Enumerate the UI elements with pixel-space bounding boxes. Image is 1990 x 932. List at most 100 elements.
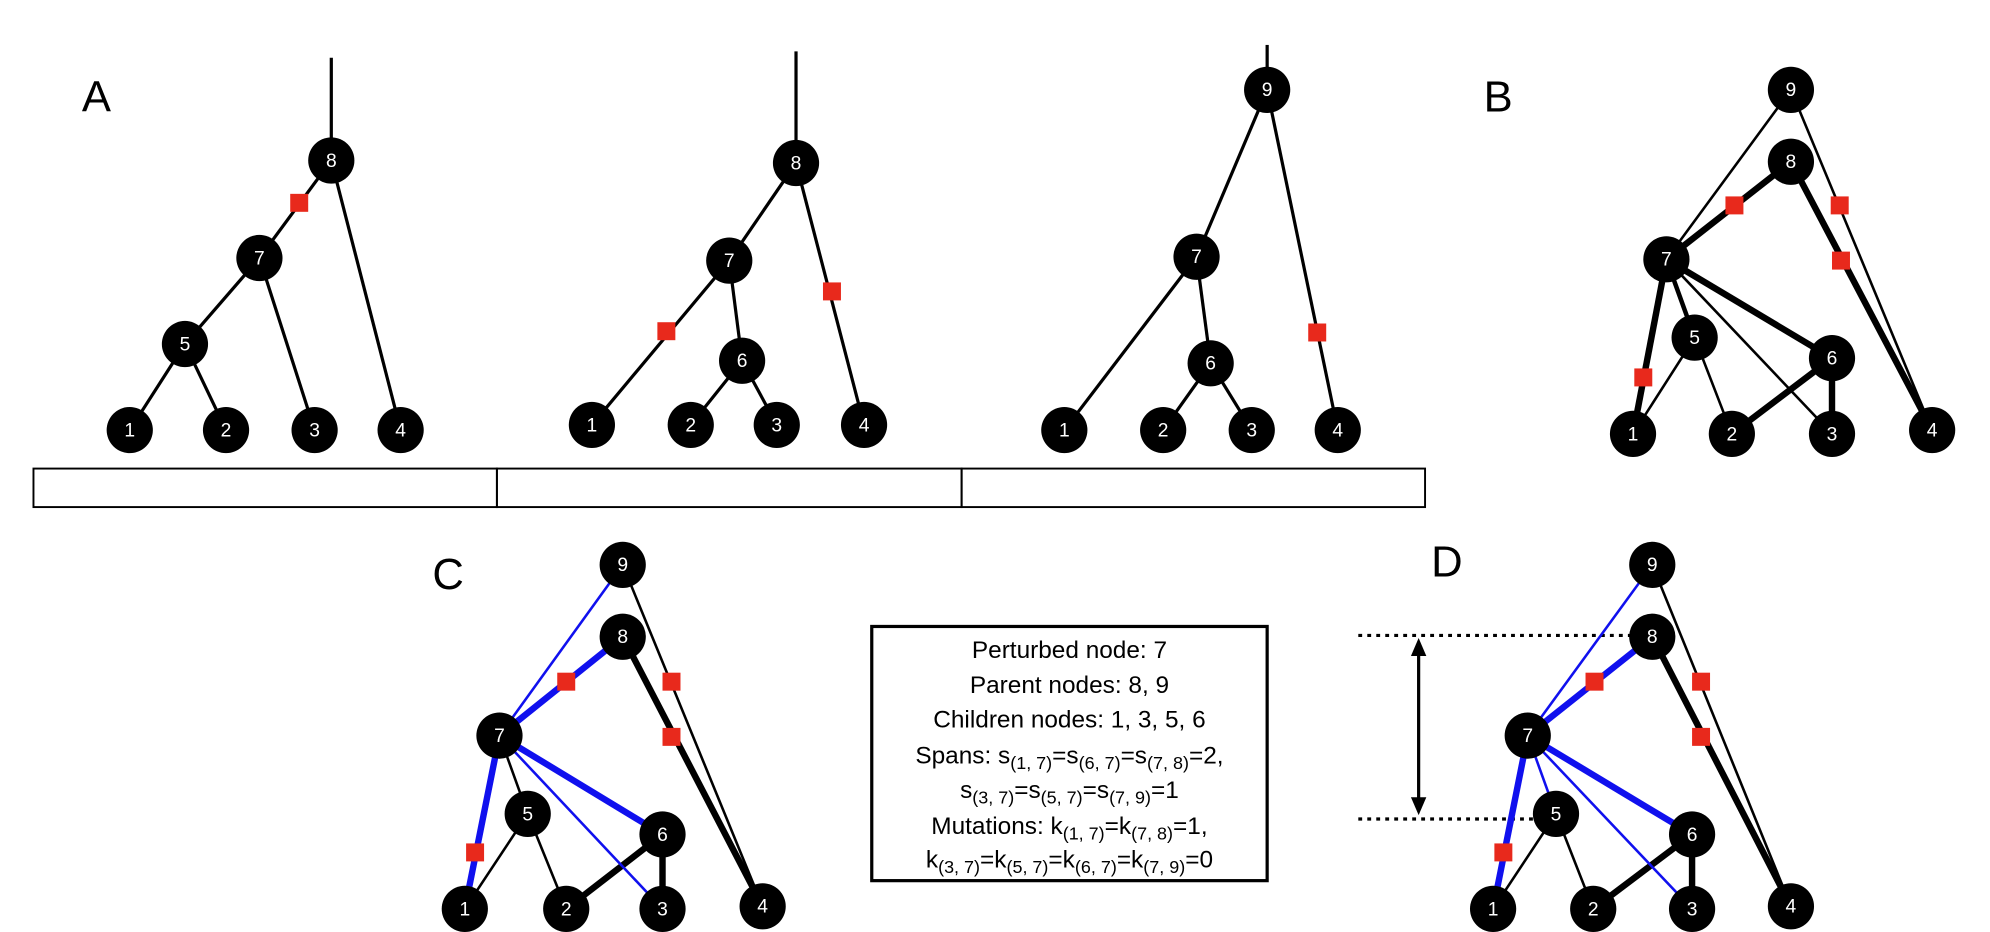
edge — [461, 734, 503, 910]
text-run: =k — [1048, 847, 1075, 874]
mutation-marker — [290, 193, 309, 212]
info-line: Parent nodes: 8, 9 — [970, 672, 1169, 699]
subscript: (5, 7) — [1041, 787, 1083, 807]
edge — [1629, 258, 1670, 435]
node-label: 1 — [1059, 420, 1070, 441]
mutation-marker — [1692, 727, 1711, 746]
info-line: k(3, 7)=k(5, 7)=k(6, 7)=k(7, 9)=0 — [926, 847, 1213, 877]
node — [639, 885, 686, 932]
node-label: 9 — [1786, 80, 1797, 101]
node-label: 2 — [1727, 424, 1738, 445]
node-label: 2 — [1588, 899, 1599, 920]
mutation-marker — [466, 843, 485, 862]
edge — [1788, 160, 1935, 432]
edge — [257, 257, 317, 431]
node — [718, 337, 766, 384]
subscript: (1, 7) — [1063, 823, 1105, 843]
mutation-marker — [1830, 196, 1849, 215]
node-label: 6 — [1827, 349, 1838, 370]
bar-box — [960, 467, 1427, 509]
node-label: 9 — [1647, 555, 1658, 576]
edge — [1649, 635, 1794, 908]
edge — [1526, 734, 1694, 910]
node — [1671, 314, 1718, 361]
edge — [590, 259, 731, 426]
subscript: (6, 7) — [1079, 753, 1121, 773]
edge — [1789, 89, 1934, 431]
node — [1504, 712, 1551, 759]
info-line: Mutations: k(1, 7)=k(7, 8)=1, — [931, 813, 1207, 843]
node-label: 6 — [657, 825, 668, 846]
panel-label: A — [82, 73, 112, 122]
tree: 1 2 3 4 5 7 8 — [106, 57, 424, 454]
node — [161, 320, 209, 368]
node-label: 1 — [1628, 424, 1639, 445]
subscript: (3, 7) — [972, 787, 1014, 807]
mutation-marker — [1634, 368, 1653, 387]
text-run: Children nodes: 1, 3, 5, 6 — [933, 707, 1205, 734]
node — [1808, 410, 1856, 458]
mutation-marker — [1585, 672, 1604, 691]
node-label: 3 — [1246, 420, 1257, 441]
text-run: =2, — [1189, 743, 1224, 770]
node-label: 7 — [1522, 726, 1533, 747]
bar-box — [495, 467, 963, 509]
text-run: =s — [1014, 778, 1040, 805]
mutation-marker — [662, 672, 681, 691]
text-run: Mutations: k — [931, 813, 1063, 840]
info-line: Spans: s(1, 7)=s(6, 7)=s(7, 8)=2, — [915, 743, 1223, 773]
node — [1609, 410, 1657, 458]
arrow-head — [1410, 797, 1427, 816]
edge — [1664, 256, 1834, 361]
tree: 1 2 3 4 6 7 8 — [568, 51, 888, 449]
panel-label: D — [1431, 537, 1463, 586]
node-label: 7 — [254, 248, 265, 269]
bar-box — [32, 467, 498, 509]
node-label: 7 — [1191, 247, 1202, 268]
node — [1767, 138, 1815, 185]
node — [1643, 236, 1690, 283]
node-label: 4 — [757, 897, 768, 918]
node — [291, 406, 338, 454]
node — [441, 885, 488, 932]
text-run: =k — [980, 847, 1007, 874]
node — [739, 883, 786, 930]
node-label: 7 — [494, 726, 505, 747]
node — [1629, 613, 1676, 660]
mutation-marker — [662, 727, 681, 746]
node — [1767, 66, 1815, 113]
text-run: =s — [1121, 743, 1147, 770]
mutation-marker — [1832, 251, 1850, 270]
edge — [1665, 258, 1833, 435]
mutation-marker — [557, 672, 576, 691]
node — [1244, 66, 1291, 113]
node-label: 4 — [1786, 897, 1797, 918]
text-run: =k — [1105, 813, 1132, 840]
subscript: (1, 7) — [1010, 753, 1052, 773]
node — [772, 139, 820, 187]
node — [543, 885, 590, 932]
node — [1532, 790, 1580, 838]
text-run: k — [926, 847, 939, 874]
panel-label: C — [432, 550, 464, 599]
edge — [498, 564, 624, 737]
edge — [1651, 564, 1793, 907]
info-text: Perturbed node: 7 Parent nodes: 8, 9 Child… — [915, 638, 1223, 877]
node-label: 1 — [587, 415, 598, 436]
edge — [621, 564, 764, 907]
node-label: 3 — [771, 415, 782, 436]
node-label: 8 — [1786, 152, 1797, 173]
node-label: 6 — [1687, 825, 1698, 846]
edge — [1265, 89, 1340, 431]
edge — [1195, 89, 1269, 258]
edge — [1063, 255, 1198, 432]
subscript: (5, 7) — [1006, 857, 1048, 877]
tree: 1 2 3 4 5 6 7 8 9 — [1469, 541, 1815, 932]
node-label: 8 — [1647, 627, 1658, 648]
info-line: Children nodes: 1, 3, 5, 6 — [933, 707, 1205, 734]
mutation-marker — [1692, 672, 1711, 691]
edge — [497, 732, 665, 838]
edge — [498, 734, 664, 910]
text-run: Spans: s — [915, 743, 1010, 770]
subscript: (3, 7) — [938, 857, 980, 877]
